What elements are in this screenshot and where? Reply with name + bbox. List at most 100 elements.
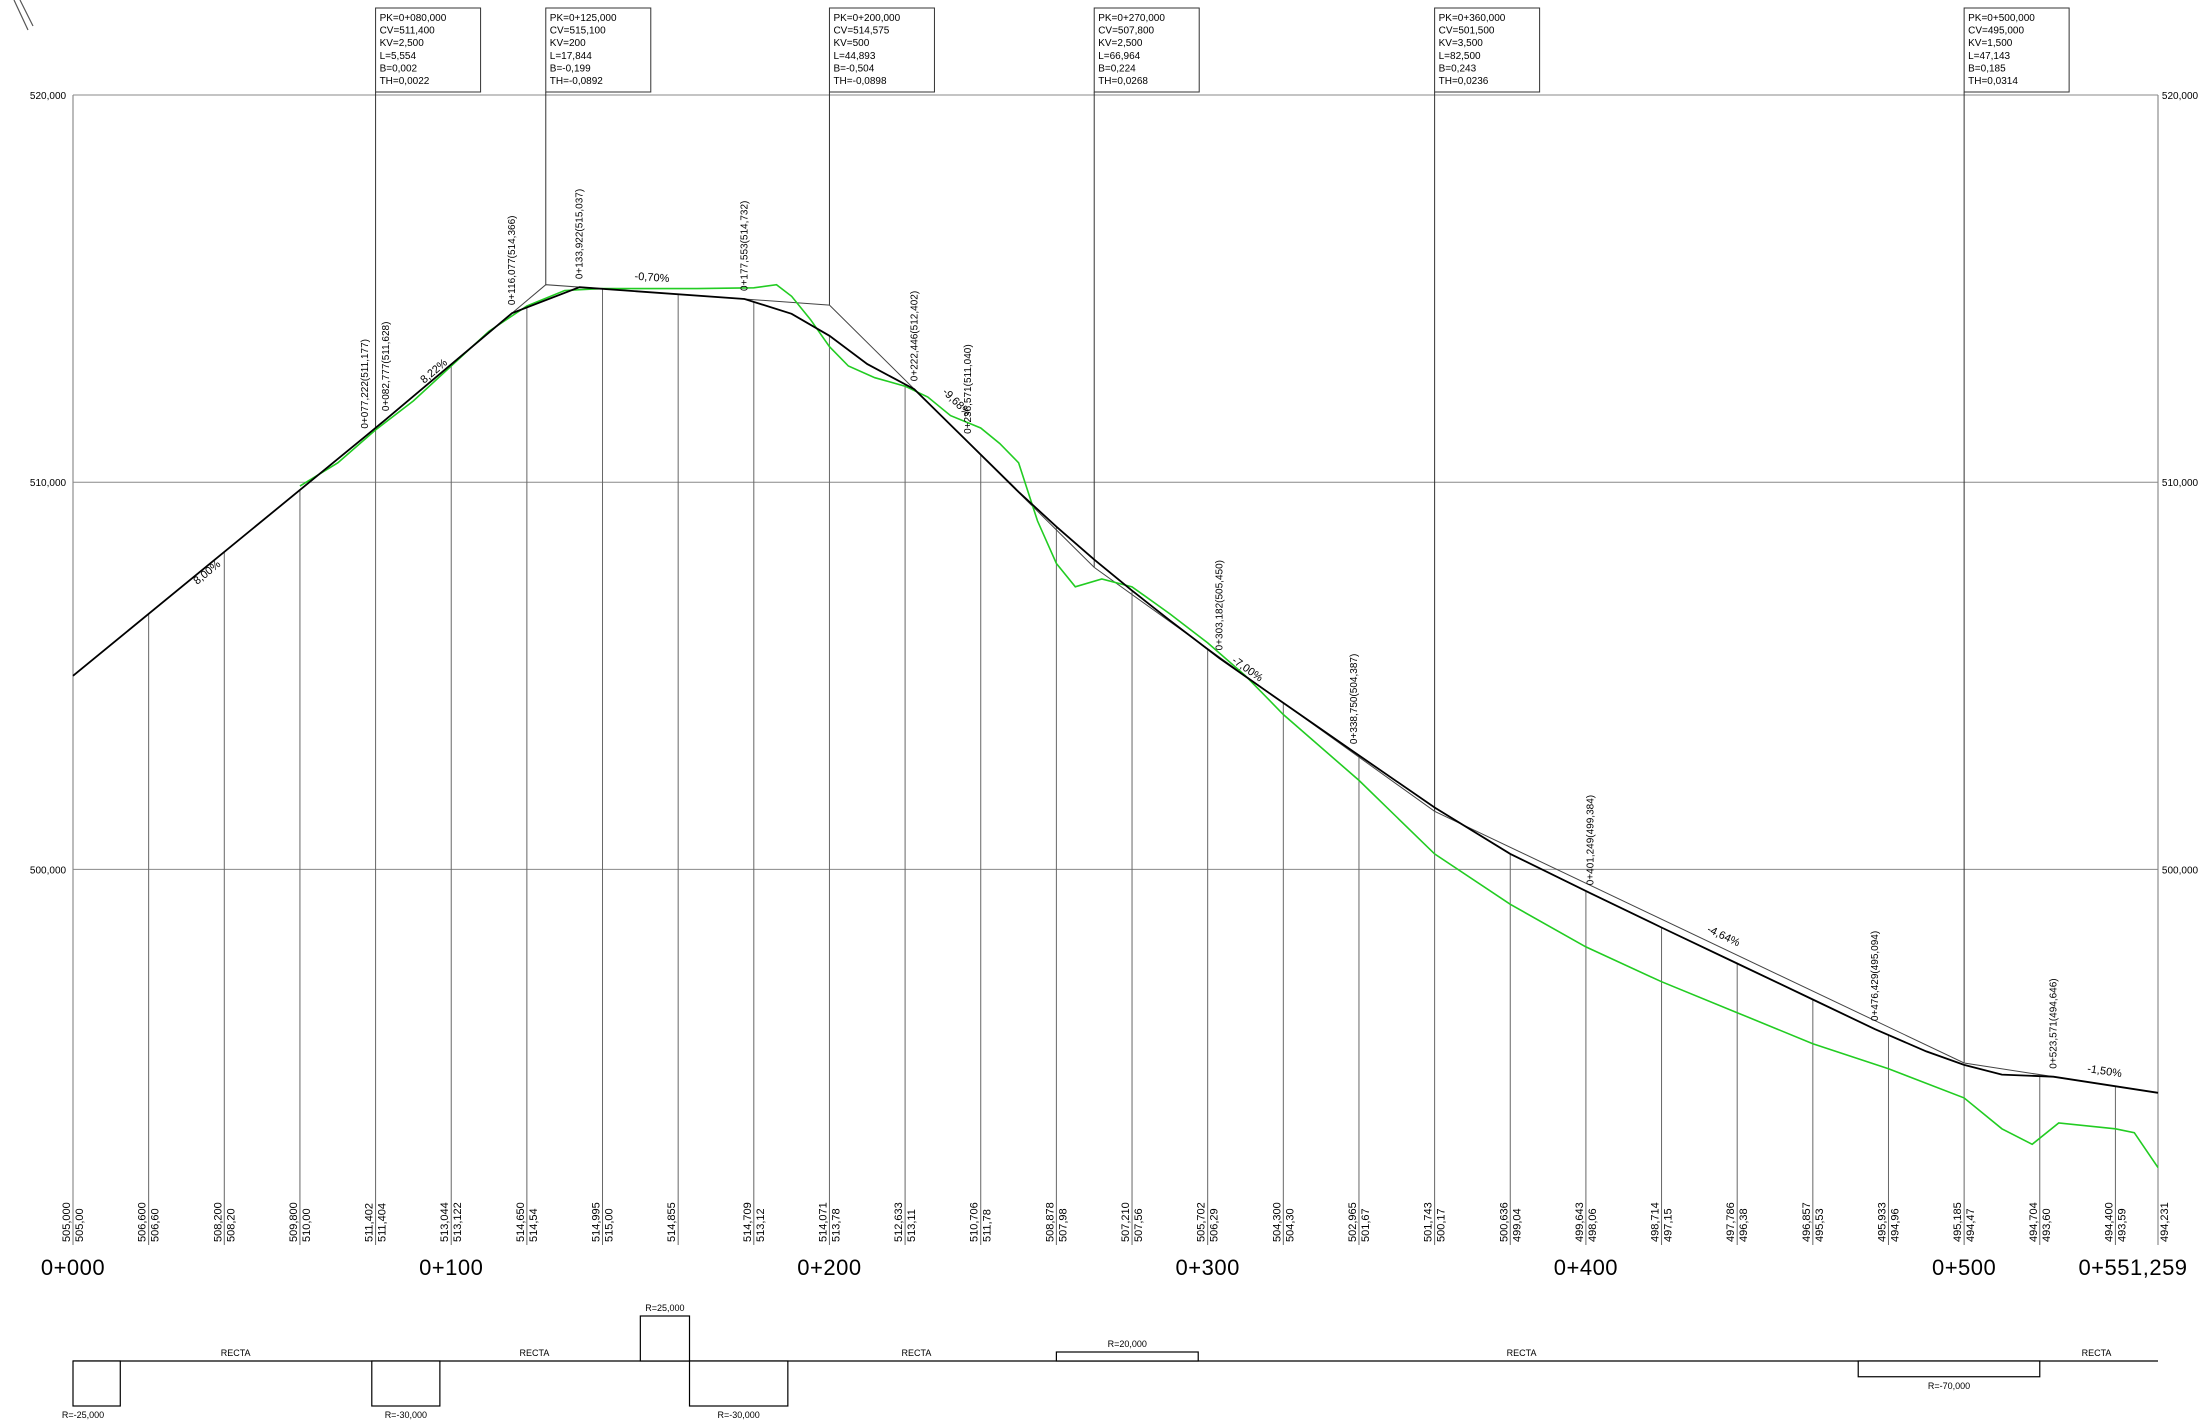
slope-label: -4,64% bbox=[1705, 923, 1742, 949]
station-terrain-label: 507,56 bbox=[1133, 1208, 1145, 1242]
station-terrain-label: 513,11 bbox=[906, 1209, 918, 1242]
callout-text: L=66,964 bbox=[1098, 51, 1140, 62]
callout-text: L=17,844 bbox=[550, 51, 592, 62]
tangent-point-label: 0+082,777(511,628) bbox=[381, 322, 392, 412]
chainage-label: 0+551,259 bbox=[2078, 1255, 2187, 1280]
curve-radius-label: R=-30,000 bbox=[385, 1410, 427, 1420]
station-terrain-label: 507,98 bbox=[1057, 1208, 1069, 1242]
tangent-label: RECTA bbox=[520, 1348, 550, 1358]
station-elevation-label: 495,933 bbox=[1876, 1202, 1888, 1242]
callout-text: KV=3,500 bbox=[1439, 38, 1484, 49]
station-terrain-label: 497,15 bbox=[1663, 1208, 1675, 1242]
station-elevation-label: 514,071 bbox=[817, 1202, 829, 1242]
station-elevation-label: 508,878 bbox=[1044, 1202, 1056, 1242]
station-terrain-label: 508,20 bbox=[225, 1208, 237, 1242]
callout-text: CV=507,800 bbox=[1098, 26, 1154, 37]
tangent-point-label: 0+236,571(511,040) bbox=[963, 344, 974, 434]
callout-text: PK=0+270,000 bbox=[1098, 13, 1165, 24]
station-elevation-label: 494,704 bbox=[2028, 1202, 2040, 1242]
callout-text: L=5,554 bbox=[380, 51, 417, 62]
curve-block bbox=[1857, 1360, 2041, 1378]
callout-text: PK=0+360,000 bbox=[1439, 13, 1506, 24]
callout-text: PK=0+125,000 bbox=[550, 13, 617, 24]
tangent-label: RECTA bbox=[902, 1348, 932, 1358]
profile-frame bbox=[72, 95, 2159, 1245]
tangent-point-label: 0+222,446(512,402) bbox=[909, 291, 920, 381]
slope-label: -1,50% bbox=[2086, 1063, 2122, 1080]
chainage-label: 0+100 bbox=[419, 1255, 483, 1280]
station-terrain-label: 500,17 bbox=[1436, 1208, 1448, 1242]
station-elevation-label: 500,636 bbox=[1498, 1202, 1510, 1242]
callout-text: CV=495,000 bbox=[1968, 26, 2024, 37]
station-terrain-label: 506,60 bbox=[150, 1208, 162, 1242]
elevation-label-right: 520,000 bbox=[2162, 91, 2199, 102]
callout-text: L=47,143 bbox=[1968, 51, 2010, 62]
station-terrain-label: 494,47 bbox=[1965, 1208, 1977, 1242]
tangent-point-label: 0+303,182(505,450) bbox=[1215, 560, 1226, 650]
callout-text: TH=0,0314 bbox=[1968, 76, 2018, 87]
callout-text: TH=0,0268 bbox=[1098, 76, 1148, 87]
station-terrain-label: 496,38 bbox=[1738, 1208, 1750, 1242]
elevation-label-left: 520,000 bbox=[30, 91, 67, 102]
tangent-point-label: 0+401,249(499,384) bbox=[1586, 795, 1597, 885]
curve-radius-label: R=-70,000 bbox=[1928, 1381, 1970, 1391]
grade-line bbox=[72, 286, 2159, 1094]
callout-text: CV=515,100 bbox=[550, 26, 606, 37]
tangent-label: RECTA bbox=[221, 1348, 251, 1358]
callout-text: KV=2,500 bbox=[380, 38, 425, 49]
curve-radius-label: R=25,000 bbox=[645, 1303, 684, 1313]
station-elevation-label: 495,185 bbox=[1952, 1202, 1964, 1242]
callout-text: CV=511,400 bbox=[380, 26, 436, 37]
tangent-point-label: 0+476,429(495,094) bbox=[1870, 931, 1881, 1021]
callout-box bbox=[1434, 7, 1541, 93]
callout-text: B=0,243 bbox=[1439, 63, 1477, 74]
station-terrain-label: 514,54 bbox=[528, 1208, 540, 1242]
curve-radius-label: R=20,000 bbox=[1108, 1339, 1147, 1349]
station-terrain-label: 506,29 bbox=[1209, 1208, 1221, 1242]
station-elevation-label: 505,000 bbox=[61, 1202, 73, 1242]
station-terrain-label: 495,53 bbox=[1814, 1208, 1826, 1242]
drawing-corner-mark bbox=[13, 0, 34, 31]
horizontal-alignment-band: R=-25,000 R=-30,000 R=25,000 R=-30,000 R=20,… bbox=[62, 1303, 2158, 1420]
station-elevation-label: 513,044 bbox=[439, 1202, 451, 1242]
callout-text: TH=0,0022 bbox=[380, 76, 430, 87]
station-elevation-label: 508,200 bbox=[212, 1202, 224, 1242]
station-elevation-label: 499,643 bbox=[1574, 1202, 1586, 1242]
callout-text: KV=500 bbox=[833, 38, 869, 49]
station-elevation-label: 502,965 bbox=[1347, 1202, 1359, 1242]
station-elevation-label: 497,786 bbox=[1725, 1202, 1737, 1242]
station-terrain-label: 511,78 bbox=[982, 1209, 994, 1242]
station-terrain-label: 510,00 bbox=[301, 1208, 313, 1242]
callout-box bbox=[1093, 7, 1200, 93]
curve-radius-label: R=-25,000 bbox=[62, 1410, 104, 1420]
callout-text: CV=501,500 bbox=[1439, 26, 1495, 37]
callout-box bbox=[828, 7, 935, 93]
station-terrain-label: 513,78 bbox=[830, 1208, 842, 1242]
station-terrain-label: 501,67 bbox=[1360, 1208, 1372, 1242]
elevation-label-left: 510,000 bbox=[30, 478, 67, 489]
chainage-label: 0+200 bbox=[797, 1255, 861, 1280]
curve-block bbox=[371, 1360, 441, 1407]
tangent-point-label: 0+116,077(514,366) bbox=[507, 216, 518, 306]
station-terrain-label: 493,60 bbox=[2041, 1208, 2053, 1242]
callout-text: CV=514,575 bbox=[833, 26, 889, 37]
tangent-label: RECTA bbox=[1507, 1348, 1537, 1358]
station-terrain-label: 513,12 bbox=[755, 1208, 767, 1242]
station-terrain-label: 511,404 bbox=[377, 1203, 389, 1242]
callout-text: TH=-0,0892 bbox=[550, 76, 604, 87]
callout-text: B=0,224 bbox=[1098, 63, 1136, 74]
station-terrain-label: 494,96 bbox=[1889, 1208, 1901, 1242]
tangent-point-label: 0+133,922(515,037) bbox=[575, 189, 586, 279]
elevation-label-right: 500,000 bbox=[2162, 865, 2199, 876]
station-elevation-label: 514,855 bbox=[666, 1202, 678, 1242]
station-elevation-label: 514,650 bbox=[515, 1202, 527, 1242]
station-terrain-label: 494,231 bbox=[2159, 1202, 2171, 1242]
callout-text: B=-0,199 bbox=[550, 63, 591, 74]
callout-text: L=44,893 bbox=[833, 51, 875, 62]
callout-text: PK=0+080,000 bbox=[380, 13, 447, 24]
station-elevation-label: 507,210 bbox=[1120, 1202, 1132, 1242]
elevation-label-left: 500,000 bbox=[30, 865, 67, 876]
tangent-point-label: 0+523,571(494,646) bbox=[2048, 978, 2059, 1068]
station-elevation-label: 509,800 bbox=[288, 1202, 300, 1242]
